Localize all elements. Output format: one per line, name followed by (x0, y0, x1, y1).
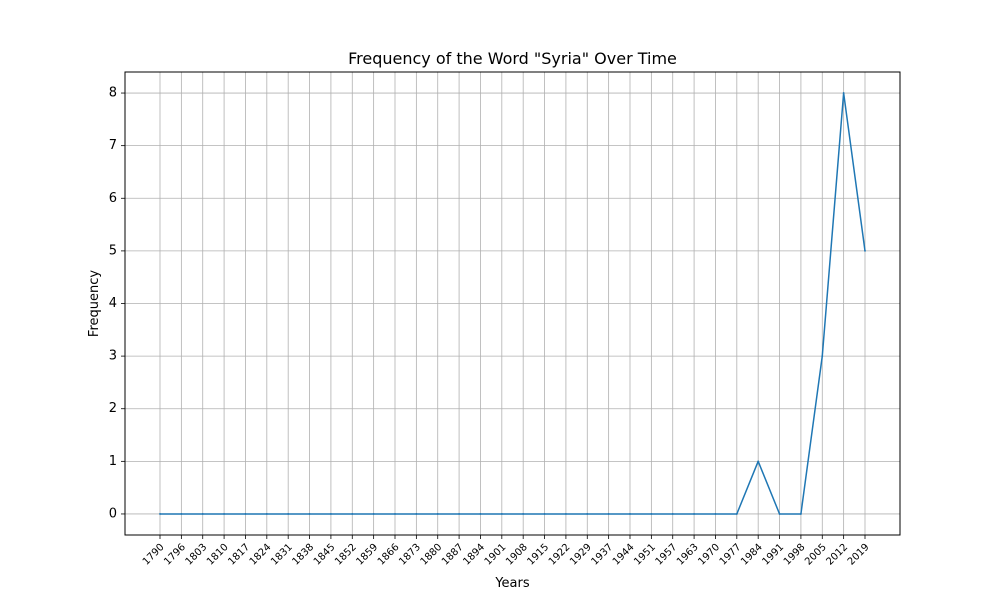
y-tick-label: 4 (109, 296, 117, 311)
data-point (330, 513, 332, 515)
chart-title: Frequency of the Word "Syria" Over Time (348, 49, 677, 68)
data-point (479, 513, 482, 515)
data-point (223, 513, 225, 515)
plot-area (159, 92, 866, 515)
x-axis-label: Years (494, 576, 530, 591)
data-point (543, 513, 546, 515)
data-point (351, 513, 354, 515)
data-point (650, 513, 653, 515)
data-point (372, 513, 375, 515)
data-point (821, 355, 824, 358)
data-point (693, 513, 695, 515)
y-tick-label: 3 (109, 349, 117, 364)
data-point (842, 92, 845, 94)
data-point (629, 513, 631, 515)
y-axis-label: Frequency (87, 270, 102, 337)
y-tick-label: 6 (109, 191, 117, 206)
y-tick-label: 7 (109, 138, 117, 153)
y-tick-label: 0 (109, 506, 117, 521)
y-tick-label: 8 (109, 86, 117, 101)
data-point (500, 513, 503, 515)
data-point (522, 513, 525, 515)
data-point (415, 513, 418, 515)
data-point (244, 513, 247, 515)
data-point (671, 513, 674, 515)
grid (125, 72, 900, 535)
data-point (394, 513, 396, 515)
data-point (864, 249, 866, 252)
data-point (458, 513, 460, 515)
y-tick-label: 1 (109, 454, 117, 469)
data-point (586, 513, 589, 515)
y-tick-label: 2 (109, 401, 117, 416)
y-tick-label: 5 (109, 243, 117, 258)
data-point (757, 460, 760, 463)
data-point (180, 513, 183, 515)
data-point (607, 513, 610, 515)
data-point (308, 513, 311, 515)
data-point (800, 513, 802, 515)
data-point (778, 513, 781, 515)
series-line (160, 92, 866, 515)
data-point (714, 513, 717, 515)
data-point (565, 513, 567, 515)
data-point (735, 513, 738, 515)
data-point (287, 513, 290, 515)
data-point (265, 513, 268, 515)
data-point (159, 513, 161, 515)
data-point (436, 513, 439, 515)
data-point (201, 513, 204, 515)
